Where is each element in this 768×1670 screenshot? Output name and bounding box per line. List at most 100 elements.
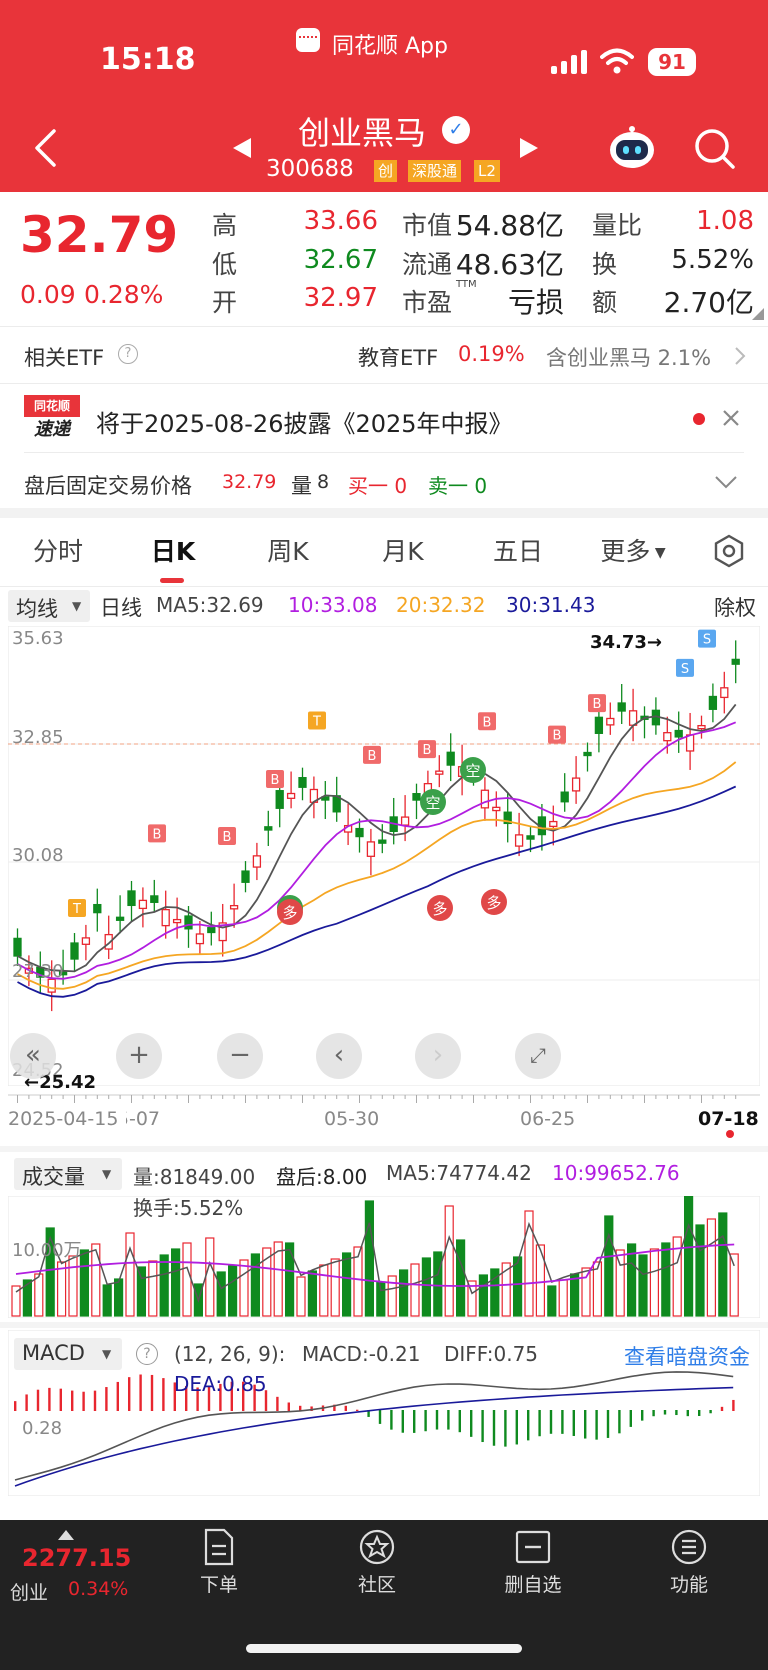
- close-icon[interactable]: [722, 409, 740, 427]
- candle-body: [355, 827, 364, 838]
- scroll-start-button[interactable]: «: [10, 1033, 56, 1079]
- nav-remove-watchlist[interactable]: 删自选: [478, 1528, 588, 1597]
- fullscreen-button[interactable]: ⤢: [515, 1033, 561, 1079]
- candle-body: [549, 820, 558, 828]
- volume-bar: [421, 1257, 431, 1317]
- help-icon[interactable]: ?: [118, 344, 138, 364]
- badge-hk-connect: 深股通: [408, 160, 462, 182]
- index-value[interactable]: 2277.15: [22, 1544, 132, 1572]
- tab-more[interactable]: 更多 ▼: [578, 532, 688, 568]
- period-low-note: ←25.42: [24, 1072, 97, 1093]
- kline-chart[interactable]: TBBBTBBBBBSS空空空多多多: [8, 626, 760, 1086]
- tab-intraday[interactable]: 分时: [32, 537, 83, 566]
- macd-histogram-bar: [139, 1374, 142, 1411]
- macd-histogram-bar: [82, 1391, 85, 1411]
- candle-body: [104, 933, 113, 950]
- volume-value: 量:81849.00: [133, 1165, 256, 1189]
- index-pct: 0.34%: [68, 1578, 129, 1600]
- next-stock-icon[interactable]: [518, 136, 540, 160]
- volume-select[interactable]: 成交量 ▼: [14, 1158, 122, 1190]
- open-value: 32.97: [303, 283, 378, 313]
- robot-assistant-icon[interactable]: [606, 124, 658, 172]
- news-text[interactable]: 将于2025-08-26披露《2025年中报》: [96, 410, 513, 438]
- dark-pool-link[interactable]: 查看暗盘资金: [624, 1345, 750, 1369]
- macd-help-icon[interactable]: ?: [136, 1343, 158, 1365]
- prev-stock-icon[interactable]: [231, 136, 253, 160]
- macd-histogram-bar: [595, 1410, 598, 1440]
- volume-chart[interactable]: [8, 1196, 760, 1318]
- search-icon[interactable]: [694, 128, 736, 170]
- macd-histogram-bar: [458, 1410, 461, 1433]
- tab-daily-k[interactable]: 日K: [150, 537, 196, 566]
- macd-histogram-bar: [367, 1410, 370, 1417]
- volume-bar: [467, 1280, 477, 1317]
- macd-histogram-bar: [207, 1386, 211, 1411]
- candle-body: [115, 916, 125, 921]
- high-value: 33.66: [303, 206, 378, 236]
- ma5-value: MA5:32.69: [156, 593, 264, 617]
- expand-corner-icon[interactable]: [752, 308, 764, 320]
- candle-body: [446, 751, 455, 766]
- candle-body: [617, 702, 626, 712]
- adjust-toggle[interactable]: 除权: [714, 596, 756, 620]
- etf-name[interactable]: 教育ETF: [358, 346, 439, 370]
- chevron-down-icon[interactable]: [714, 474, 738, 490]
- volume-bar: [330, 1258, 340, 1317]
- volume-bar: [182, 1242, 192, 1317]
- zoom-in-button[interactable]: +: [116, 1033, 162, 1079]
- y-tick-top: 35.63: [12, 628, 64, 649]
- macd-histogram-bar: [424, 1410, 427, 1432]
- candle-body: [218, 922, 227, 942]
- tab-five-day[interactable]: 五日: [492, 537, 543, 566]
- stock-code: 300688: [266, 156, 354, 182]
- y-tick-4: 27.30: [12, 961, 64, 982]
- macd-select[interactable]: MACD ▼: [14, 1338, 122, 1370]
- macd-axis-label: 0.28: [22, 1418, 63, 1439]
- volume-bar: [569, 1273, 580, 1317]
- verified-icon: ✓: [442, 116, 470, 144]
- volume-bar: [11, 1285, 21, 1317]
- amount-label: 额: [592, 288, 618, 317]
- signal-circle: [427, 895, 453, 921]
- macd-histogram-bar: [720, 1406, 724, 1411]
- tab-weekly-k[interactable]: 周K: [267, 537, 309, 566]
- tab-monthly-k[interactable]: 月K: [382, 537, 424, 566]
- nav-order[interactable]: 下单: [164, 1528, 274, 1597]
- candle-body: [127, 890, 136, 907]
- nav-functions[interactable]: 功能: [634, 1528, 744, 1597]
- macd-histogram-bar: [538, 1410, 541, 1437]
- amount-value: 2.70亿: [663, 286, 754, 319]
- macd-histogram-bar: [128, 1377, 131, 1411]
- candle-body: [400, 816, 410, 826]
- macd-histogram-bar: [59, 1388, 62, 1411]
- volume-bar: [706, 1218, 717, 1317]
- macd-histogram-bar: [173, 1382, 176, 1411]
- volume-bar: [250, 1253, 260, 1317]
- volume-bar: [296, 1276, 306, 1317]
- macd-histogram-bar: [504, 1410, 507, 1447]
- volume-bar: [91, 1243, 101, 1317]
- volume-bar: [113, 1278, 124, 1317]
- scroll-right-button[interactable]: ›: [415, 1033, 461, 1079]
- volume-bar: [672, 1236, 682, 1317]
- nav-community[interactable]: 社区: [322, 1528, 432, 1597]
- settings-hexagon-icon[interactable]: [712, 534, 746, 568]
- etf-holding: 含创业黑马 2.1%: [546, 346, 712, 370]
- zoom-out-button[interactable]: −: [217, 1033, 263, 1079]
- macd-histogram-bar: [584, 1410, 587, 1439]
- macd-histogram-bar: [401, 1410, 404, 1433]
- candle-body: [731, 658, 740, 665]
- latest-marker: [726, 1130, 734, 1138]
- x-tick-2: 05-07: [126, 1108, 160, 1130]
- candle-body: [241, 870, 250, 883]
- macd-chart[interactable]: [8, 1330, 760, 1496]
- back-icon[interactable]: [32, 128, 58, 168]
- volume-bar: [102, 1284, 112, 1317]
- ma10-value: 10:33.08: [288, 593, 378, 617]
- macd-histogram-bar: [71, 1390, 74, 1411]
- wifi-icon: [600, 48, 634, 74]
- chevron-right-icon[interactable]: [734, 346, 746, 366]
- scroll-left-button[interactable]: ‹: [316, 1033, 362, 1079]
- ma-select[interactable]: 均线 ▼: [8, 590, 90, 622]
- open-label: 开: [212, 288, 238, 317]
